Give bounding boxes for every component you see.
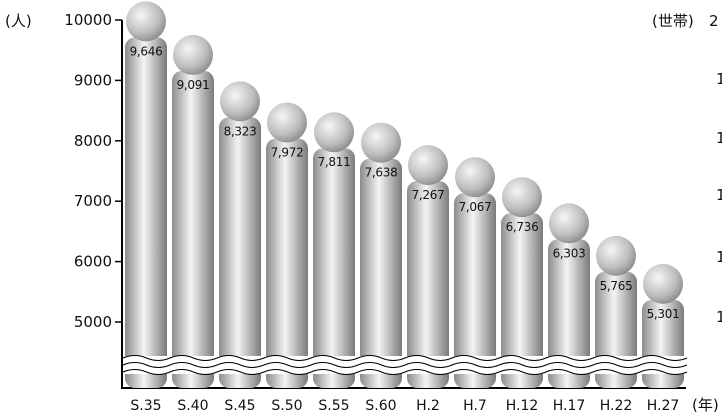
bars: 9,646 9,091 8,323 7,972 7,811 7,638 7,267 7,067…: [125, 1, 684, 389]
y-tick-label: 8000: [74, 132, 112, 150]
bar-S.55: 7,811: [313, 112, 355, 388]
bar-body: [266, 138, 308, 388]
bar-head: [126, 1, 166, 42]
y-tick-label: 10000: [64, 11, 112, 29]
bar-S.35: 9,646: [125, 1, 167, 389]
x-tick-label: H.2: [416, 398, 440, 414]
data-label: 9,091: [177, 78, 210, 92]
bar-head: [502, 177, 542, 218]
bar-S.45: 8,323: [219, 81, 261, 388]
bar-body: [172, 70, 214, 389]
x-tick-label: S.60: [365, 398, 396, 414]
x-unit-label: (年): [692, 396, 719, 414]
bar-H.2: 7,267: [407, 145, 449, 388]
y-tick-label: 6000: [74, 253, 112, 271]
bar-H.17: 6,303: [548, 203, 590, 388]
x-tick-labels: S.35 S.40 S.45 S.50 S.55 S.60 H.2 H.7 H.12 H.17 H.…: [130, 398, 679, 414]
x-tick-label: H.22: [600, 398, 633, 414]
left-unit-label: (人): [5, 12, 32, 30]
right-tick-label: 1: [716, 308, 722, 326]
data-label: 5,765: [600, 279, 633, 293]
right-unit-suffix: 2: [709, 12, 719, 30]
x-tick-label: H.27: [647, 398, 680, 414]
bar-head: [220, 81, 260, 122]
y-tick-label: 9000: [74, 71, 112, 89]
x-tick-label: S.45: [224, 398, 255, 414]
x-tick-label: S.50: [271, 398, 302, 414]
bar-body: [454, 193, 496, 388]
x-tick-label: H.7: [463, 398, 487, 414]
x-tick-label: S.35: [130, 398, 161, 414]
data-label: 6,303: [553, 246, 586, 260]
x-tick-label: H.17: [553, 398, 586, 414]
x-tick-label: S.55: [318, 398, 349, 414]
axis-break-line: [122, 368, 688, 376]
data-label: 6,736: [506, 220, 539, 234]
axis-break-marks: [122, 354, 688, 376]
bar-body: [219, 117, 261, 388]
right-axis-ticks: 1 1 1 1 1: [716, 70, 722, 326]
right-tick-label: 1: [716, 70, 722, 88]
data-label: 7,638: [365, 166, 398, 180]
x-tick-label: H.12: [506, 398, 539, 414]
bar-S.60: 7,638: [360, 122, 402, 388]
bar-head: [361, 122, 401, 163]
bar-S.50: 7,972: [266, 102, 308, 388]
bar-head: [643, 263, 683, 304]
data-label: 9,646: [130, 44, 163, 58]
bar-head: [549, 203, 589, 244]
data-label: 7,267: [412, 188, 445, 202]
data-label: 8,323: [224, 124, 257, 138]
bar-body: [125, 37, 167, 389]
bar-body: [313, 148, 355, 388]
bar-S.40: 9,091: [172, 34, 214, 389]
axis-break-line: [122, 354, 688, 362]
bar-head: [314, 112, 354, 153]
data-label: 5,301: [647, 307, 680, 321]
bar-body: [548, 239, 590, 388]
bar-head: [408, 145, 448, 186]
right-unit-label: (世帯): [652, 12, 694, 30]
x-tick-label: S.40: [177, 398, 208, 414]
bar-H.12: 6,736: [501, 177, 543, 388]
bar-body: [360, 158, 402, 388]
bar-head: [267, 102, 307, 143]
data-label: 7,811: [318, 155, 351, 169]
y-ticks: 10000 9000 8000 7000 6000 5000: [64, 11, 122, 331]
axis-break-line: [122, 361, 688, 369]
bar-head: [455, 157, 495, 198]
bar-body: [501, 213, 543, 388]
bar-H.7: 7,067: [454, 157, 496, 388]
right-tick-label: 1: [716, 129, 722, 147]
bar-head: [596, 235, 636, 276]
right-tick-label: 1: [716, 248, 722, 266]
right-tick-label: 1: [716, 186, 722, 204]
data-label: 7,067: [459, 200, 492, 214]
y-tick-label: 7000: [74, 192, 112, 210]
bar-body: [407, 181, 449, 388]
data-label: 7,972: [271, 145, 304, 159]
y-tick-label: 5000: [74, 313, 112, 331]
bar-head: [173, 34, 213, 75]
